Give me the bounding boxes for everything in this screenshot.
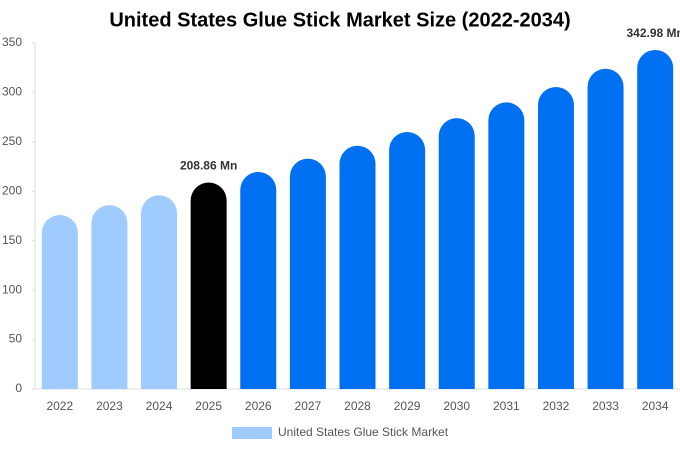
x-tick-label: 2029 [394,399,421,413]
y-tick-label: 200 [2,183,22,197]
value-label: 208.86 Mn [180,159,237,173]
y-tick-label: 100 [2,282,22,296]
bar [240,172,277,389]
bar [289,158,326,389]
legend-swatch [232,427,272,439]
bar [41,215,78,389]
bar [339,145,376,389]
bar [637,49,674,390]
legend-label: United States Glue Stick Market [278,425,449,439]
x-tick-label: 2033 [592,399,619,413]
bar [141,195,178,389]
bar [438,118,475,389]
x-tick-label: 2028 [344,399,371,413]
y-tick-label: 300 [2,85,22,99]
x-tick-label: 2034 [642,399,669,413]
x-tick-label: 2023 [96,399,123,413]
x-tick-label: 2022 [46,399,73,413]
x-tick-label: 2032 [543,399,570,413]
x-tick-label: 2027 [295,399,322,413]
x-tick-label: 2030 [443,399,470,413]
value-label: 342.98 Mn [627,26,680,40]
y-tick-label: 0 [15,381,22,395]
bar [488,102,525,389]
y-tick-label: 350 [2,35,22,49]
bar [389,131,426,389]
x-tick-label: 2024 [146,399,173,413]
y-tick-label: 150 [2,233,22,247]
y-tick-label: 250 [2,134,22,148]
bar [587,68,624,390]
bar [537,86,574,389]
chart-title: United States Glue Stick Market Size (20… [109,9,570,31]
x-tick-label: 2026 [245,399,272,413]
bar [190,182,227,389]
x-tick-label: 2025 [195,399,222,413]
bar [91,205,128,389]
x-tick-label: 2031 [493,399,520,413]
y-tick-label: 50 [9,332,23,346]
